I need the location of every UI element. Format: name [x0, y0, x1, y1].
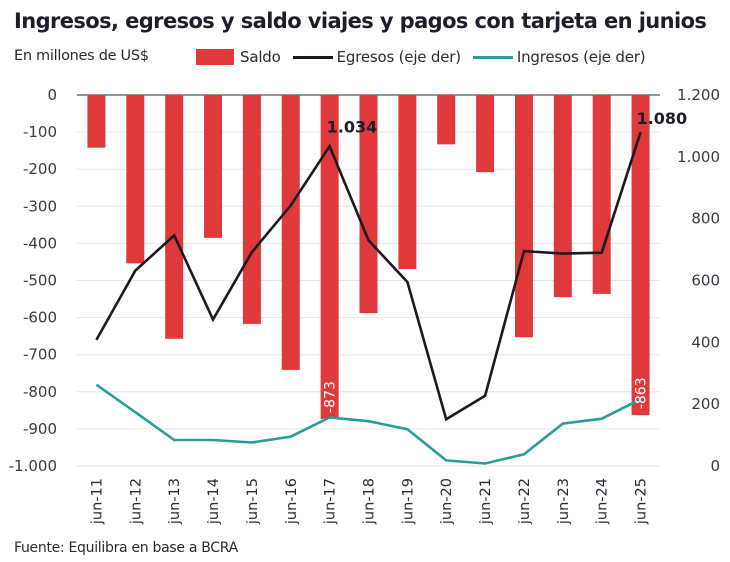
bar-saldo	[514, 95, 533, 338]
legend-item-saldo: Saldo	[196, 48, 281, 66]
line-ingresos	[95, 383, 642, 465]
legend-item-egresos: Egresos (eje der)	[292, 48, 461, 66]
chart-title: Ingresos, egresos y saldo viajes y pagos…	[14, 9, 707, 33]
right-tick-label: 0	[710, 457, 720, 475]
line-egresos	[95, 131, 642, 422]
bars-saldo	[87, 95, 650, 419]
right-tick-label: 400	[691, 333, 720, 351]
x-tick-label: jun-18	[362, 478, 378, 525]
legend-swatch-saldo	[196, 49, 234, 65]
x-tick-label: jun-23	[556, 478, 572, 525]
left-tick-label: -700	[23, 346, 57, 364]
left-tick-label: -400	[23, 234, 57, 252]
x-tick-label: jun-17	[323, 478, 339, 525]
x-tick-label: jun-24	[595, 478, 611, 525]
left-tick-label: -300	[23, 197, 57, 215]
legend-swatch-egresos	[292, 55, 333, 59]
right-tick-label: 1.200	[677, 86, 720, 104]
right-tick-label: 600	[691, 272, 720, 290]
left-tick-label: -1.000	[9, 457, 57, 475]
data-label-egresos: 1.034	[327, 117, 378, 136]
x-tick-label: jun-22	[517, 478, 533, 525]
left-tick-label: -200	[23, 160, 57, 178]
x-tick-label: jun-21	[478, 478, 494, 525]
bar-saldo	[165, 95, 184, 339]
x-tick-label: jun-15	[245, 478, 261, 525]
bar-saldo	[242, 95, 261, 324]
left-tick-label: 0	[47, 86, 57, 104]
x-tick-label: jun-14	[206, 478, 222, 525]
right-tick-label: 200	[691, 395, 720, 413]
bar-saldo	[281, 95, 300, 370]
bar-saldo	[320, 95, 339, 419]
right-tick-label: 800	[691, 210, 720, 228]
bar-saldo	[437, 95, 456, 145]
left-tick-label: -900	[23, 420, 57, 438]
right-tick-label: 1.000	[677, 148, 720, 166]
x-tick-label: jun-13	[167, 478, 183, 525]
legend: Saldo Egresos (eje der) Ingresos (eje de…	[196, 48, 657, 66]
data-label-saldo: -863	[634, 377, 650, 409]
x-axis: jun-11 jun-12 jun-13 jun-14 jun-15 jun-16 jun-…	[89, 478, 649, 525]
left-tick-label: -100	[23, 123, 57, 141]
x-tick-label: jun-12	[128, 478, 144, 525]
chart-subtitle: En millones de US$	[14, 48, 149, 64]
left-axis: 0 -100 -200 -300 -400 -500 -600 -700 -800 -900 -1.…	[9, 86, 57, 475]
left-tick-label: -600	[23, 309, 57, 327]
legend-item-ingresos: Ingresos (eje der)	[472, 48, 646, 66]
bar-saldo	[631, 95, 650, 416]
x-tick-label: jun-20	[439, 478, 455, 525]
legend-label-ingresos: Ingresos (eje der)	[516, 48, 646, 66]
data-labels: 1.034 1.080 -873 -863	[323, 109, 688, 413]
bar-saldo	[592, 95, 611, 294]
bar-saldo	[398, 95, 417, 269]
source-note: Fuente: Equilibra en base a BCRA	[14, 540, 238, 556]
left-tick-label: -500	[23, 272, 57, 290]
legend-label-egresos: Egresos (eje der)	[336, 48, 461, 66]
legend-swatch-ingresos	[472, 55, 513, 59]
data-label-egresos: 1.080	[637, 109, 688, 128]
lines	[95, 131, 642, 465]
left-tick-label: -800	[23, 383, 57, 401]
legend-label-saldo: Saldo	[240, 48, 281, 66]
x-tick-label: jun-11	[89, 478, 105, 525]
right-axis: 1.200 1.000 800 600 400 200 0	[677, 86, 720, 475]
bar-saldo	[476, 95, 495, 173]
x-tick-label: jun-19	[400, 478, 416, 525]
bar-saldo	[126, 95, 145, 264]
bar-saldo	[359, 95, 378, 314]
bar-saldo	[87, 95, 106, 148]
bar-saldo	[204, 95, 223, 238]
x-tick-label: jun-25	[634, 478, 650, 525]
bar-saldo	[553, 95, 572, 298]
x-tick-label: jun-16	[284, 478, 300, 525]
data-label-saldo: -873	[323, 381, 339, 413]
